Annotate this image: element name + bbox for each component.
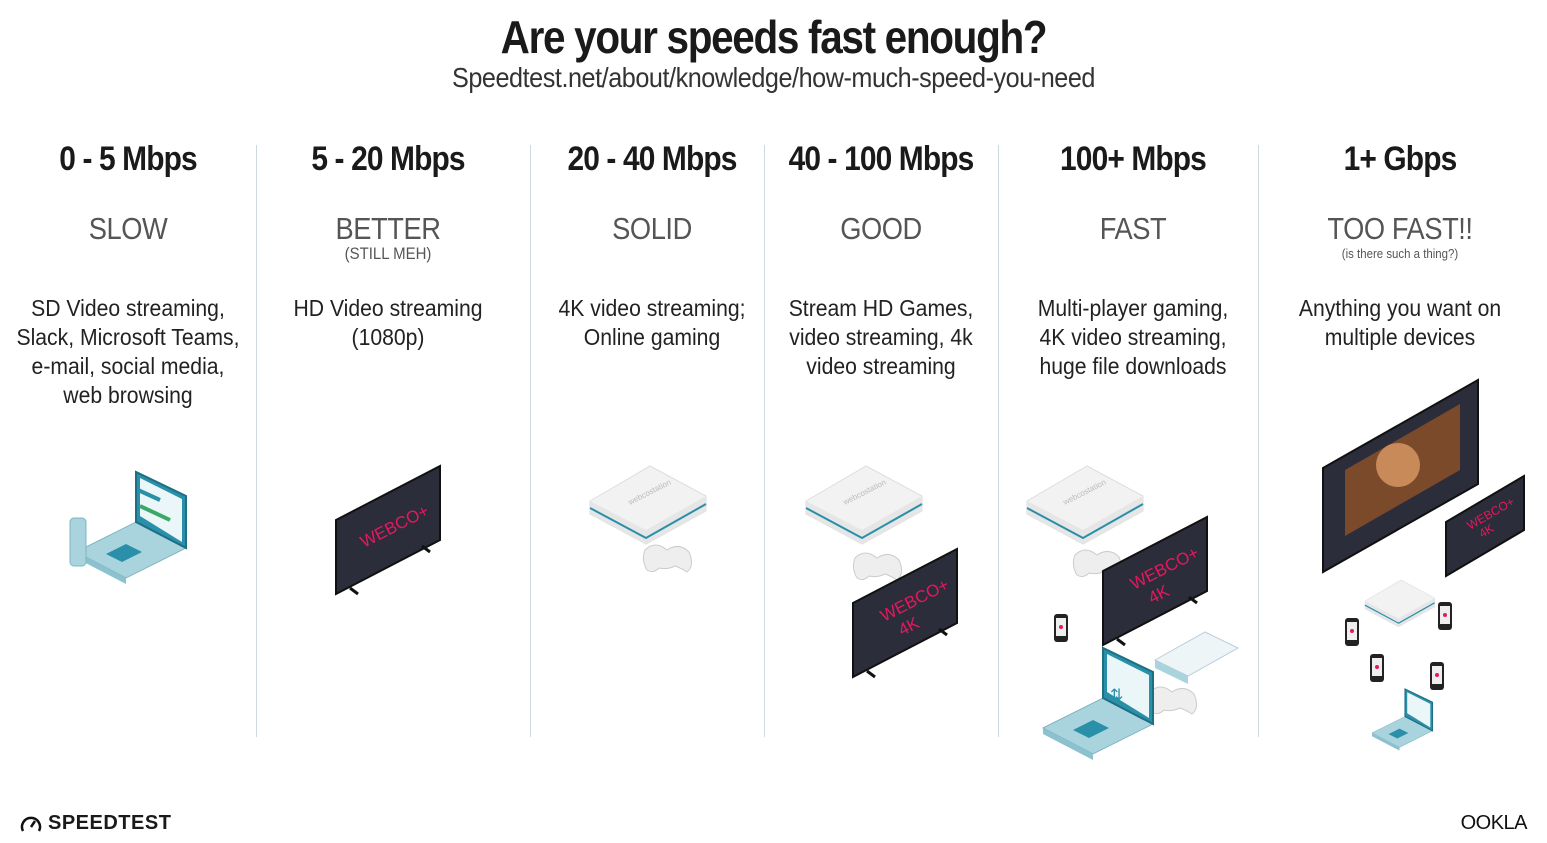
tv-icon: WEBCO+4K (1445, 474, 1525, 578)
speedtest-logo: SPEEDTEST (20, 812, 171, 835)
laptop-icon: ⇅ (1042, 647, 1154, 761)
tier-description: Anything you want on multiple devices (1298, 295, 1502, 350)
column-divider (1258, 145, 1259, 737)
phone-icon (1054, 614, 1068, 642)
tv-icon: WEBCO+ (334, 464, 442, 596)
speed-range: 0 - 5 Mbps (59, 140, 197, 178)
column-divider (530, 145, 531, 737)
rating-label: SOLID (612, 211, 692, 246)
rating-label: FAST (1099, 211, 1167, 246)
page-title: Are your speeds fast enough? (500, 11, 1048, 63)
game-console-icon: webcostation (1026, 465, 1144, 578)
speedtest-wordmark: SPEEDTEST (48, 812, 172, 834)
rating-label: SLOW (88, 211, 168, 246)
column-divider (998, 145, 999, 737)
speed-range: 100+ Mbps (1060, 140, 1207, 178)
large-tv-icon (1322, 378, 1479, 574)
game-console-icon: webcostation (589, 465, 707, 573)
column-divider (764, 145, 765, 737)
speed-range: 5 - 20 Mbps (311, 140, 465, 178)
tier-description: Multi-player gaming, 4K video streaming,… (1037, 295, 1229, 379)
rating-note: (STILL MEH) (344, 244, 432, 263)
game-console-icon: webcostation (805, 465, 923, 581)
tier-slow: 0 - 5 Mbps SLOW (0, 140, 256, 246)
tv-icon: WEBCO+4K (851, 547, 959, 679)
tier-fast: 100+ Mbps FAST (998, 140, 1268, 246)
laptop-icon (69, 471, 187, 585)
speed-range: 20 - 40 Mbps (567, 140, 737, 178)
ookla-logo: OOKLA (1460, 812, 1528, 834)
tier-description: Stream HD Games, video streaming, 4k vid… (788, 295, 974, 379)
rating-label: BETTER (335, 211, 441, 246)
tier-description: SD Video streaming, Slack, Microsoft Tea… (16, 295, 240, 408)
speedometer-icon (20, 816, 42, 832)
game-console-icon (1364, 579, 1436, 628)
tier-too-fast: 1+ Gbps TOO FAST!! (is there such a thin… (1258, 140, 1542, 262)
game-console-icon (1147, 631, 1240, 715)
tier-better: 5 - 20 Mbps BETTER (STILL MEH) (256, 140, 520, 262)
tier-description: HD Video streaming (1080p) (293, 295, 483, 350)
rating-label: TOO FAST!! (1327, 211, 1473, 246)
tv-icon: WEBCO+4K (1101, 515, 1209, 647)
rating-note: (is there such a thing?) (1341, 246, 1459, 261)
tier-solid: 20 - 40 Mbps SOLID (530, 140, 774, 246)
column-divider (256, 145, 257, 737)
tier-description: 4K video streaming; Online gaming (558, 295, 746, 350)
rating-label: GOOD (840, 211, 922, 246)
tier-good: 40 - 100 Mbps GOOD (764, 140, 998, 246)
laptop-icon (1371, 688, 1434, 752)
svg-text:4K: 4K (1477, 521, 1497, 540)
source-url: Speedtest.net/about/knowledge/how-much-s… (452, 62, 1095, 93)
speed-range: 1+ Gbps (1343, 140, 1458, 178)
speed-range: 40 - 100 Mbps (788, 140, 975, 178)
svg-text:⇅: ⇅ (1110, 687, 1123, 704)
